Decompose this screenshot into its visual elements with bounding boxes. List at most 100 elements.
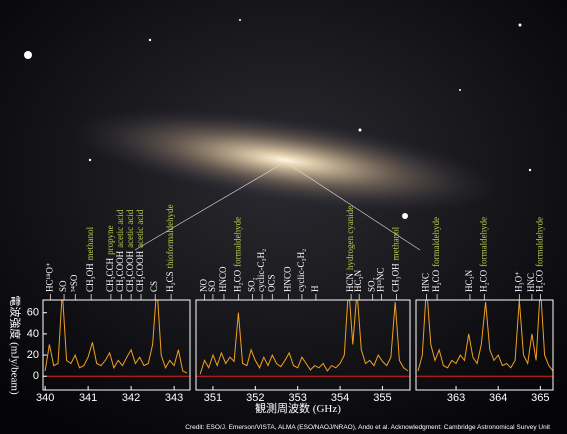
- annotation: OCS: [266, 274, 276, 292]
- molecule: H₂CO: [431, 269, 441, 292]
- panel-frame: [42, 299, 191, 391]
- y-tick-label: 40: [27, 328, 39, 340]
- molecule: CH₃OH: [391, 263, 401, 292]
- annotation: H¹³NC: [376, 268, 386, 292]
- annotation: ³⁴SO: [69, 274, 79, 292]
- annotation: cyclic-C₃H₂: [256, 249, 266, 292]
- spectrum-line: [44, 300, 188, 374]
- molecule: H: [310, 285, 320, 292]
- annotation: HNCO: [282, 266, 292, 292]
- molecule-name: formaldehyde: [232, 217, 242, 267]
- x-tick-label: 340: [36, 392, 54, 404]
- panel-frame: [195, 299, 411, 391]
- molecule: HNCO: [282, 266, 292, 292]
- x-axis-label: 観測周波数 (GHz): [255, 401, 341, 415]
- molecule: SO: [58, 280, 68, 292]
- molecule: CH₃COOH: [115, 250, 125, 292]
- annotation: CH₃COOH acetic acid: [115, 209, 125, 292]
- annotation: H₂CO formaldehyde: [478, 217, 488, 292]
- annotation: SO: [207, 280, 217, 292]
- molecule: H₂CO: [232, 269, 242, 292]
- molecule-name: hydrogen cyanide: [345, 206, 355, 270]
- molecule: HCN: [345, 272, 355, 292]
- annotation: CS: [149, 281, 159, 292]
- zoom-line: [289, 164, 421, 251]
- molecule-name: methanol: [391, 226, 401, 260]
- annotation: CH₃CCH propyne: [105, 225, 115, 292]
- molecule: H₂CO: [478, 269, 488, 292]
- spectrum-line: [199, 300, 409, 375]
- annotation: HC¹⁸O⁺: [44, 262, 54, 292]
- molecule: CH₃CCH: [105, 257, 115, 292]
- annotation: H: [310, 285, 320, 292]
- annotation: H₂CO formaldehyde: [431, 217, 441, 292]
- galaxy: [72, 108, 498, 212]
- annotation: SO: [58, 280, 68, 292]
- molecule: CH₃COOH: [125, 250, 135, 292]
- x-tick-label: 351: [204, 392, 222, 404]
- annotation: CH₃COOH acetic acid: [125, 209, 135, 292]
- molecule: H₃O⁺: [513, 271, 523, 292]
- molecule-name: formaldehyde: [478, 217, 488, 267]
- molecule: CH₃OH: [85, 263, 95, 292]
- x-tick-label: 364: [489, 392, 507, 404]
- molecule-name: thioformaldehyde: [165, 204, 175, 268]
- molecule-name: acetic acid: [135, 209, 145, 248]
- molecule: NO: [199, 279, 209, 292]
- molecule: SO₂: [246, 277, 256, 292]
- y-tick-label: 0: [33, 370, 39, 382]
- annotation: HCN hydrogen cyanide: [345, 206, 355, 292]
- molecule: CH₃COOH: [135, 250, 145, 292]
- credit: Credit: ESO/J. Emerson/VISTA, ALMA (ESO/…: [185, 424, 550, 431]
- molecule-name: formaldehyde: [534, 217, 544, 267]
- annotation: H₂CS thioformaldehyde: [165, 204, 175, 292]
- annotation: CH₃COOH acetic acid: [135, 209, 145, 292]
- annotation: HC₃N: [353, 269, 363, 292]
- annotation: NO: [199, 279, 209, 292]
- y-tick-label: 20: [27, 349, 39, 361]
- molecule-name: formaldehyde: [431, 217, 441, 267]
- molecule-name: propyne: [105, 225, 115, 255]
- stars: [24, 19, 532, 219]
- molecule: H₂CS: [165, 271, 175, 292]
- x-tick-label: 341: [79, 392, 97, 404]
- annotation: H₂CO formaldehyde: [534, 217, 544, 292]
- molecule: CS: [149, 281, 159, 292]
- annotation: HC₃N: [464, 269, 474, 292]
- molecule: SO₂: [367, 277, 377, 292]
- molecule-name: acetic acid: [125, 209, 135, 248]
- molecule: HNCO: [218, 266, 228, 292]
- x-tick-label: 342: [122, 392, 140, 404]
- annotation: SO₂: [367, 277, 377, 292]
- molecule: cyclic-C₃H₂: [296, 249, 306, 292]
- molecule-name: methanol: [85, 226, 95, 260]
- molecule: HNC: [421, 273, 431, 292]
- x-tick-label: 363: [447, 392, 465, 404]
- annotation: SO₂: [246, 277, 256, 292]
- molecule: HC₃N: [464, 269, 474, 292]
- annotation: CH₃OH methanol: [85, 226, 95, 292]
- annotation: HNC: [421, 273, 431, 292]
- annotation: cyclic-C₃H₂: [296, 249, 306, 292]
- annotation: H₂CO formaldehyde: [232, 217, 242, 292]
- x-tick-label: 343: [165, 392, 183, 404]
- x-tick-label: 365: [531, 392, 549, 404]
- annotation: HNC: [526, 273, 536, 292]
- annotation: CH₃OH methanol: [391, 226, 401, 292]
- molecule: HNC: [526, 273, 536, 292]
- zoom-line: [134, 164, 281, 251]
- y-tick-label: 60: [27, 307, 39, 319]
- molecule: ³⁴SO: [69, 274, 79, 292]
- molecule-name: acetic acid: [115, 209, 125, 248]
- molecule: HC₃N: [353, 269, 363, 292]
- x-tick-label: 354: [331, 392, 349, 404]
- molecule: SO: [207, 280, 217, 292]
- molecule: H¹³NC: [376, 268, 386, 292]
- molecule: HC¹⁸O⁺: [44, 262, 54, 292]
- molecule: cyclic-C₃H₂: [256, 249, 266, 292]
- spectrum-line: [417, 300, 553, 372]
- y-axis-label: 電波強度 (mJy/beam): [8, 295, 22, 395]
- x-tick-label: 353: [289, 392, 307, 404]
